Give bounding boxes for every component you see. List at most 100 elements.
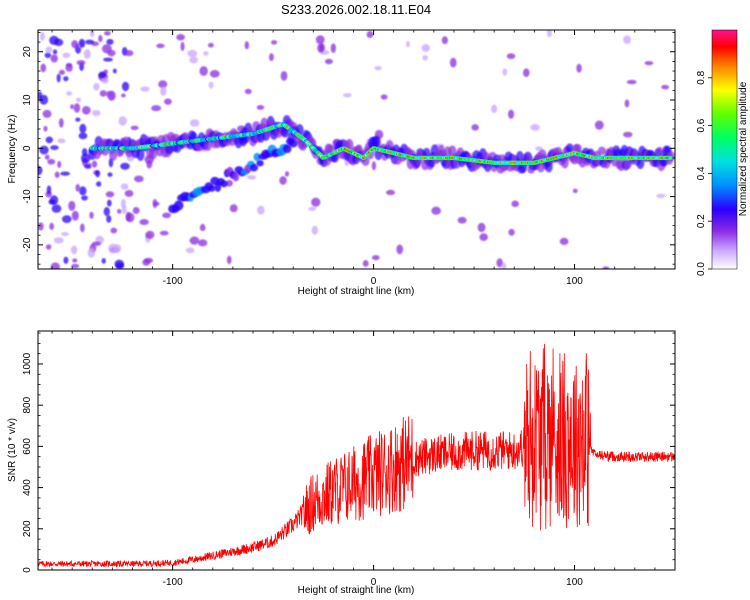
spectrogram-halo-blob xyxy=(326,144,335,154)
spectrogram-noise-blob xyxy=(380,94,388,100)
spectrogram-noise-blob xyxy=(101,257,106,264)
spectrogram-noise-blob xyxy=(396,244,404,255)
spectrogram-noise-blob xyxy=(491,104,498,114)
colorbar-label: Normalized spectral amplitude xyxy=(738,81,749,216)
spectrogram-noise-blob xyxy=(315,35,325,45)
spectrogram-noise-blob xyxy=(91,160,98,168)
colorbar-tick-label: 0.6 xyxy=(696,118,707,132)
spectrogram-noise-blob xyxy=(51,204,62,213)
spectrogram-noise-blob xyxy=(50,54,58,63)
spectrogram-noise-blob xyxy=(83,49,91,59)
spectrogram-ridge-core xyxy=(668,156,672,160)
spectrogram-y-tick-label: -10 xyxy=(22,189,33,204)
spectrogram-frame xyxy=(37,29,676,270)
spectrogram-noise-blob xyxy=(116,208,122,214)
spectrogram-noise-blob xyxy=(49,222,55,230)
spectrogram-noise-blob xyxy=(151,105,162,112)
spectrogram-noise-blob xyxy=(511,200,520,208)
spectrogram-noise-blob xyxy=(246,175,257,180)
snr-y-tick-label: 0 xyxy=(22,567,33,573)
spectrogram-noise-blob xyxy=(308,206,317,211)
colorbar-tick-label: 0.0 xyxy=(696,262,707,276)
spectrogram-noise-blob xyxy=(105,191,115,198)
spectrogram-noise-blob xyxy=(623,131,633,138)
spectrogram-noise-blob xyxy=(280,70,288,81)
spectrogram-noise-blob xyxy=(38,91,43,100)
spectrogram-noise-blob xyxy=(644,61,654,66)
spectrogram-noise-blob xyxy=(78,38,86,48)
spectrogram-branch-blob xyxy=(220,180,228,188)
snr-y-tick-label: 800 xyxy=(22,396,33,413)
spectrogram-noise-blob xyxy=(208,81,214,89)
spectrogram-noise-blob xyxy=(110,227,118,234)
spectrogram-y-ticks: -20 -10 0 10 20 xyxy=(22,32,675,265)
spectrogram-noise-blob xyxy=(108,243,119,254)
spectrogram-noise-blob xyxy=(546,30,552,38)
spectrogram-noise-blob xyxy=(63,76,69,82)
spectrogram-noise-blob xyxy=(449,57,457,68)
spectrogram-x-tick-label: 0 xyxy=(371,276,377,287)
spectrogram-noise-blob xyxy=(209,69,220,78)
spectrogram-halo-blob xyxy=(372,135,381,149)
spectrogram-noise-blob xyxy=(43,125,48,132)
spectrogram-noise-blob xyxy=(118,116,127,126)
spectrogram-noise-blob xyxy=(45,244,52,250)
spectrogram-noise-blob xyxy=(91,109,101,117)
spectrogram-branch-blob xyxy=(207,185,216,192)
spectrogram-noise-blob xyxy=(162,212,172,219)
spectrogram-branch-blob xyxy=(256,160,264,167)
colorbar-gradient xyxy=(711,29,738,270)
spectrogram-noise-blob xyxy=(120,183,129,190)
spectrogram-noise-blob xyxy=(49,35,59,45)
spectrogram-noise-blob xyxy=(101,77,109,84)
colorbar: 0.0 0.2 0.4 0.6 0.8 Normalized spectral ampl… xyxy=(696,29,749,276)
snr-panel: -100 0 100 0 200 400 600 800 1000 Height of str… xyxy=(7,330,676,596)
snr-x-ticks: -100 0 100 xyxy=(51,331,676,588)
spectrogram-noise-blob xyxy=(256,105,265,110)
spectrogram-noise-blob xyxy=(371,161,377,171)
spectrogram-noise-blob xyxy=(89,30,95,38)
spectrogram-noise-blob xyxy=(189,56,199,64)
spectrogram-noise-blob xyxy=(106,215,112,223)
spectrogram-noise-blob xyxy=(57,138,66,144)
spectrogram-noise-blob xyxy=(431,206,441,215)
spectrogram-noise-blob xyxy=(75,183,81,192)
spectrogram-noise-blob xyxy=(66,91,73,96)
spectrogram-noise-blob xyxy=(311,197,321,207)
spectrogram-noise-blob xyxy=(80,153,91,164)
chart-title: S233.2026.002.18.11.E04 xyxy=(281,2,431,17)
snr-y-label: SNR (10 * v/v) xyxy=(7,418,18,482)
spectrogram-noise-blob xyxy=(45,136,54,144)
spectrogram-noise-blob xyxy=(73,103,81,113)
spectrogram-noise-blob xyxy=(57,160,62,169)
spectrogram-noise-blob xyxy=(199,66,208,76)
snr-series-line xyxy=(38,343,675,568)
spectrogram-noise-blob xyxy=(50,262,61,269)
spectrogram-noise-blob xyxy=(52,49,58,55)
spectrogram-noise-blob xyxy=(107,90,116,101)
spectrogram-noise-blob xyxy=(422,55,428,61)
spectrogram-noise-blob xyxy=(121,204,127,215)
spectrogram-noise-blob xyxy=(124,50,134,57)
spectrogram-halo-blob xyxy=(573,143,582,153)
spectrogram-noise-blob xyxy=(225,179,233,187)
spectrogram-noise-blob xyxy=(92,241,102,247)
colorbar-tick-label: 0.4 xyxy=(696,166,707,180)
spectrogram-noise-blob xyxy=(244,88,252,95)
spectrogram-noise-blob xyxy=(207,42,214,48)
spectrogram-halo-blob xyxy=(149,147,158,159)
spectrogram-noise-blob xyxy=(46,185,52,195)
spectrogram-noise-blob xyxy=(623,35,632,45)
spectrogram-noise-blob xyxy=(386,189,396,196)
spectrogram-noise-blob xyxy=(405,41,411,48)
spectrogram-noise-blob xyxy=(153,201,160,206)
spectrogram-noise-blob xyxy=(257,205,265,215)
spectrogram-noise-blob xyxy=(374,66,382,71)
spectrogram-y-label: Frequency (Hz) xyxy=(7,115,18,184)
spectrogram-noise-blob xyxy=(139,218,149,226)
spectrogram-noise-blob xyxy=(559,237,569,245)
spectrogram-noise-blob xyxy=(576,63,582,73)
spectrogram-noise-blob xyxy=(121,81,130,92)
spectrogram-branch-blob xyxy=(173,200,184,211)
spectrogram-noise-blob xyxy=(60,171,71,176)
